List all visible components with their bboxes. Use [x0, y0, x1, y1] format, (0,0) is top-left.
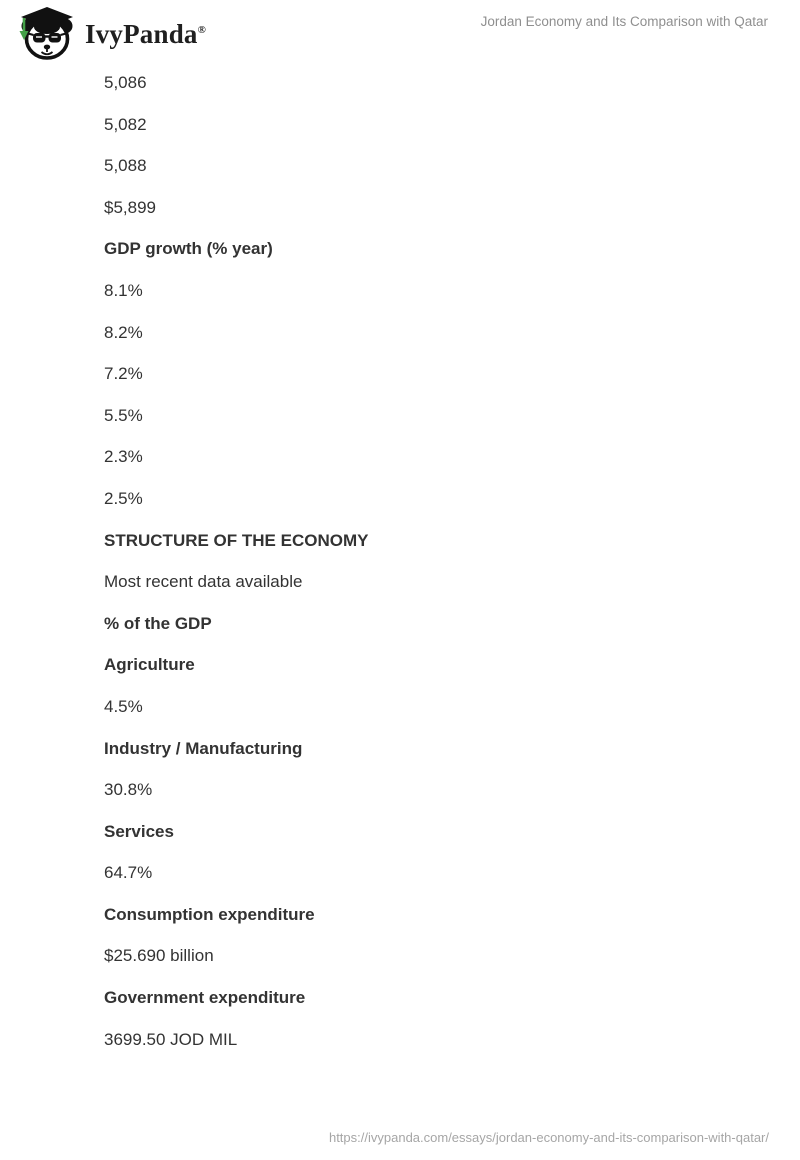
label-agriculture: Agriculture — [104, 655, 195, 675]
value-gdp-per-capita-4: $5,899 — [104, 197, 156, 217]
registered-mark: ® — [197, 23, 207, 36]
brand-name: IvyPanda® — [85, 18, 207, 49]
ivypanda-logo[interactable]: IvyPanda® — [14, 6, 206, 62]
value-government-expenditure: 3699.50 JOD MIL — [104, 1029, 238, 1049]
label-government-expenditure: Government expenditure — [104, 988, 306, 1008]
label-consumption-expenditure: Consumption expenditure — [104, 904, 315, 924]
value-gdp-per-capita-1: 5,086 — [104, 73, 147, 92]
value-gdp-growth-2: 8.2% — [104, 322, 143, 342]
value-gdp-per-capita-3: 5,088 — [104, 156, 147, 176]
value-gdp-growth-6: 2.5% — [104, 488, 143, 508]
value-gdp-growth-5: 2.3% — [104, 447, 143, 467]
document-title: Jordan Economy and Its Comparison with Q… — [480, 14, 768, 29]
document-body: 5,086 5,082 5,088 $5,899 GDP growth (% y… — [104, 73, 760, 1071]
label-industry-manufacturing: Industry / Manufacturing — [104, 738, 303, 758]
heading-percent-of-gdp: % of the GDP — [104, 613, 212, 633]
value-gdp-growth-4: 5.5% — [104, 405, 143, 425]
value-gdp-per-capita-2: 5,082 — [104, 114, 147, 134]
source-url[interactable]: https://ivypanda.com/essays/jordan-econo… — [328, 1130, 769, 1145]
heading-structure-of-economy: STRUCTURE OF THE ECONOMY — [104, 530, 369, 550]
value-industry-manufacturing: 30.8% — [104, 780, 153, 800]
value-consumption-expenditure: $25.690 billion — [104, 946, 214, 966]
label-services: Services — [104, 821, 174, 841]
value-gdp-growth-1: 8.1% — [104, 280, 143, 300]
note-most-recent-data: Most recent data available — [104, 572, 303, 592]
panda-graduate-icon — [19, 7, 73, 60]
heading-gdp-growth: GDP growth (% year) — [104, 239, 273, 259]
value-services: 64.7% — [104, 863, 153, 883]
value-agriculture: 4.5% — [104, 696, 143, 716]
page-header: IvyPanda® Jordan Economy and Its Compari… — [0, 0, 800, 66]
value-gdp-growth-3: 7.2% — [104, 364, 143, 384]
